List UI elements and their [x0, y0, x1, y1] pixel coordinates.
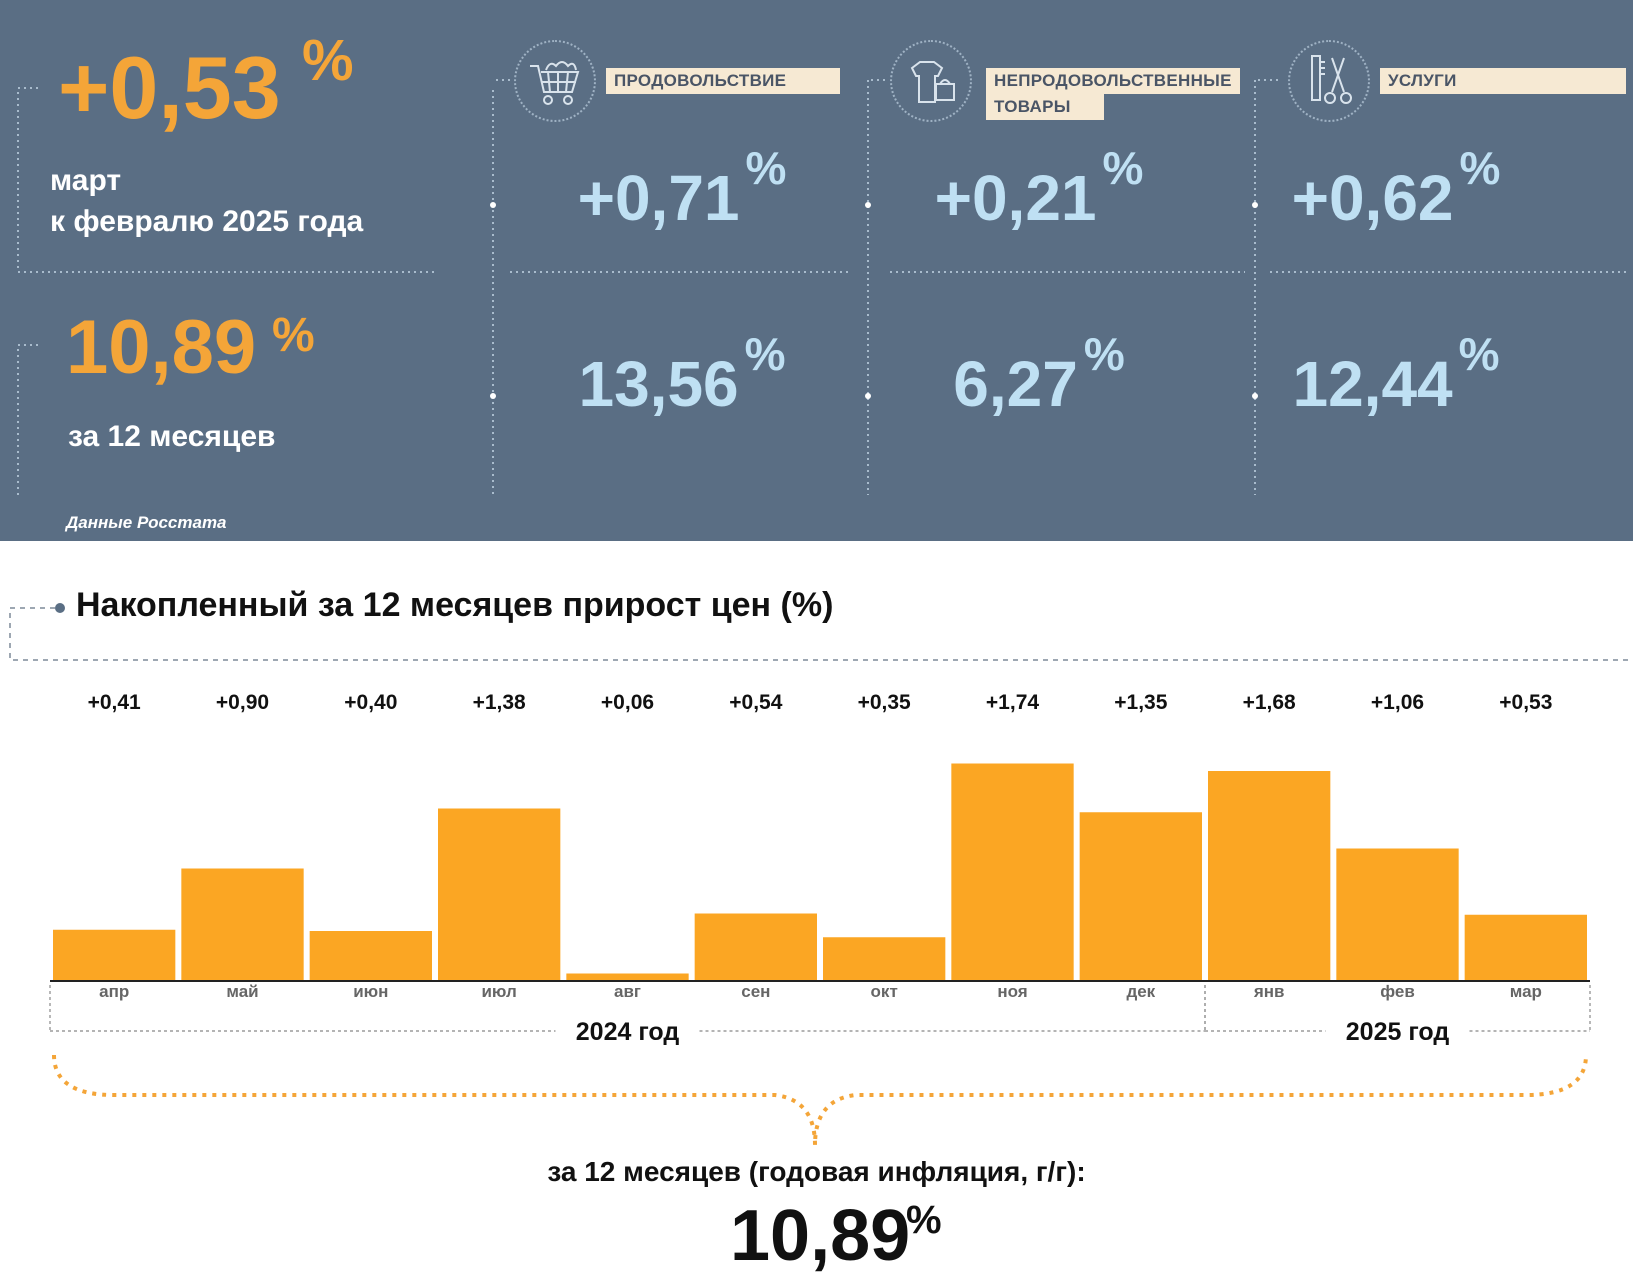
bar-июн [309, 931, 432, 981]
group-label-1: 2025 год [1346, 1018, 1450, 1046]
annual-pct: % [272, 309, 315, 362]
bar-сен [694, 913, 817, 981]
bar-дек [1079, 812, 1202, 981]
tick-label-апр: апр [99, 982, 129, 1001]
summary-panel: +0,53 % март к февралю 2025 года 10,89 %… [0, 0, 1633, 541]
category-1-label: ПРОДОВОЛЬСТВИЕ [606, 68, 840, 94]
category-1-monthly: +0,71% [577, 142, 787, 234]
value-label-апр: +0,41 [88, 691, 141, 714]
tick-label-сен: сен [741, 982, 770, 1001]
annual-caption: за 12 месяцев [68, 420, 276, 453]
value-label-дек: +1,35 [1114, 691, 1167, 714]
value-label-мар: +0,53 [1499, 691, 1552, 714]
bar-окт [823, 937, 946, 981]
category-2-label-line2: ТОВАРЫ [986, 94, 1104, 120]
bar-авг [566, 973, 689, 981]
value-label-ноя: +1,74 [986, 691, 1039, 714]
category-3-label: УСЛУГИ [1380, 68, 1626, 94]
monthly-pct: % [302, 28, 354, 93]
tick-label-июл: июл [481, 982, 516, 1001]
category-3-annual: 12,44% [1292, 328, 1500, 420]
summary-label: за 12 месяцев (годовая инфляция, г/г): [547, 1156, 1086, 1187]
bar-апр [53, 929, 176, 981]
bar-янв [1208, 771, 1331, 981]
category-2-annual: 6,27% [953, 328, 1125, 420]
category-2-label-line1: НЕПРОДОВОЛЬСТВЕННЫЕ [986, 68, 1240, 94]
value-label-янв: +1,68 [1243, 691, 1296, 714]
monthly-value: +0,53 [58, 38, 281, 137]
category-2-icon-frame [890, 40, 972, 122]
category-1-annual: 13,56% [578, 328, 786, 420]
annual-value: 10,89 [66, 305, 257, 390]
source-note: Данные Росстата [66, 513, 227, 532]
bar-ноя [951, 763, 1074, 981]
bar-фев [1336, 848, 1459, 981]
bar-мар [1464, 914, 1587, 981]
category-3-icon-frame [1288, 40, 1370, 122]
clothes-bag-icon [910, 61, 955, 103]
tick-label-дек: дек [1126, 982, 1155, 1001]
tick-label-фев: фев [1380, 982, 1415, 1001]
tick-label-мар: мар [1510, 982, 1542, 1001]
value-label-июн: +0,40 [344, 691, 397, 714]
tick-label-янв: янв [1253, 982, 1285, 1001]
chart-title: Накопленный за 12 месяцев прирост цен (%… [76, 586, 834, 624]
tick-label-май: май [226, 982, 258, 1001]
value-label-авг: +0,06 [601, 691, 654, 714]
title-bullet [55, 603, 65, 613]
shopping-cart-icon [530, 61, 580, 105]
tick-label-ноя: ноя [997, 982, 1027, 1001]
group-label-0: 2024 год [576, 1018, 680, 1046]
bar-май [181, 868, 304, 981]
tick-label-июн: июн [353, 982, 388, 1001]
value-label-фев: +1,06 [1371, 691, 1424, 714]
category-3-monthly: +0,62% [1291, 142, 1501, 234]
monthly-caption-line2: к февралю 2025 года [50, 205, 364, 238]
value-label-май: +0,90 [216, 691, 269, 714]
tick-label-авг: авг [614, 982, 641, 1001]
year-brace [52, 1054, 1588, 1146]
comb-scissors-icon [1311, 55, 1352, 104]
tick-label-окт: окт [871, 982, 898, 1001]
panel-guides [17, 79, 1628, 495]
summary-value: 10,89 [730, 1196, 911, 1276]
value-label-окт: +0,35 [858, 691, 911, 714]
category-1-icon-frame [514, 40, 596, 122]
value-label-июл: +1,38 [473, 691, 526, 714]
monthly-caption-line1: март [50, 164, 122, 197]
bar-июл [438, 808, 561, 981]
summary-pct: % [906, 1198, 942, 1242]
category-2-monthly: +0,21% [934, 142, 1144, 234]
value-label-сен: +0,54 [729, 691, 782, 714]
